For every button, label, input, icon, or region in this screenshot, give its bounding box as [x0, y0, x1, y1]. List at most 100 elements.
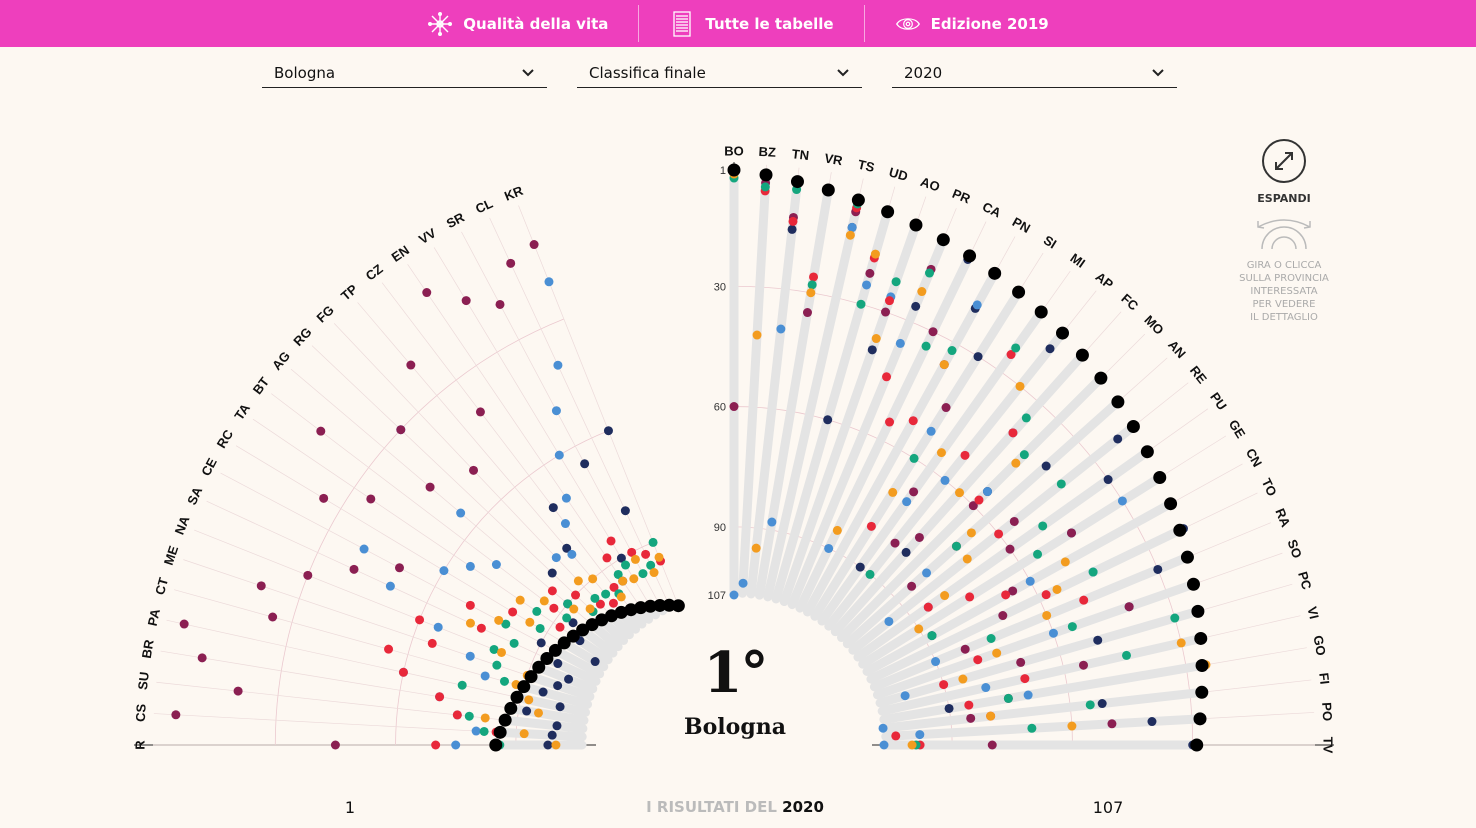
province-label-vr[interactable]: VR: [823, 150, 844, 168]
nav-item-edizione[interactable]: Edizione 2019: [865, 0, 1079, 47]
province-label-su[interactable]: SU: [135, 671, 152, 691]
province-label-rg[interactable]: RG: [290, 324, 314, 348]
province-label-ap[interactable]: AP: [1093, 269, 1117, 292]
province-label-pn[interactable]: PN: [1010, 214, 1033, 236]
rotate-hint-text: GIRA O CLICCA SULLA PROVINCIA INTERESSAT…: [1239, 260, 1329, 323]
indicator-dot: [1147, 717, 1157, 727]
province-label-kr[interactable]: KR: [502, 183, 526, 204]
province-label-si[interactable]: SI: [1041, 232, 1059, 251]
expand-icon[interactable]: [1261, 138, 1307, 184]
indicator-dot: [1001, 590, 1011, 600]
province-label-vv[interactable]: VV: [416, 225, 439, 247]
province-label-pc[interactable]: PC: [1295, 570, 1315, 592]
province-label-po[interactable]: PO: [1319, 702, 1335, 722]
nav-item-qualita[interactable]: Qualità della vita: [397, 0, 638, 47]
indicator-dot: [922, 568, 932, 578]
province-label-ud[interactable]: UD: [887, 164, 909, 184]
final-rank-dot: [1191, 604, 1205, 618]
indicator-dot: [561, 493, 571, 503]
province-label-ca[interactable]: CA: [980, 199, 1004, 221]
province-label-pr[interactable]: PR: [950, 186, 973, 207]
province-label-cz[interactable]: CZ: [363, 261, 386, 283]
province-label-mi[interactable]: MI: [1068, 250, 1088, 271]
indicator-dot: [806, 288, 816, 298]
indicator-dot: [451, 740, 461, 750]
province-label-cn[interactable]: CN: [1243, 446, 1265, 470]
indicator-dot: [939, 680, 949, 690]
province-label-ct[interactable]: CT: [152, 576, 171, 597]
indicator-dot: [776, 324, 786, 334]
province-select[interactable]: Bologna: [262, 58, 547, 88]
expand-label[interactable]: ESPANDI: [1257, 192, 1311, 205]
year-select-value: 2020: [904, 63, 943, 82]
indicator-dot: [547, 730, 557, 740]
province-label-bo[interactable]: BO: [724, 143, 744, 158]
indicator-dot: [533, 708, 543, 718]
final-rank-dot: [851, 193, 865, 207]
indicator-dot: [1079, 595, 1089, 605]
province-track: [872, 579, 1198, 700]
indicator-dot: [987, 740, 997, 750]
province-label-sa[interactable]: SA: [184, 484, 205, 507]
province-label-ts[interactable]: TS: [856, 157, 876, 175]
ranking-select[interactable]: Classifica finale: [577, 58, 862, 88]
province-label-tv[interactable]: TV: [1321, 737, 1336, 754]
indicator-dot: [974, 495, 984, 505]
province-label-cl[interactable]: CL: [473, 196, 495, 217]
indicator-dot: [529, 240, 539, 250]
indicator-dot: [1056, 479, 1066, 489]
province-label-tp[interactable]: TP: [338, 281, 361, 303]
province-label-bt[interactable]: BT: [250, 374, 272, 397]
province-label-rc[interactable]: RC: [214, 426, 237, 450]
province-label-ao[interactable]: AO: [919, 174, 942, 195]
province-label-ra[interactable]: RA: [1272, 506, 1293, 530]
indicator-dot: [908, 416, 918, 426]
province-label-na[interactable]: NA: [172, 513, 193, 537]
province-label-r[interactable]: R: [132, 740, 147, 750]
province-label-tn[interactable]: TN: [791, 146, 810, 163]
province-label-en[interactable]: EN: [389, 242, 412, 265]
indicator-dot: [439, 566, 449, 576]
province-label-to[interactable]: TO: [1259, 476, 1280, 499]
province-label-ag[interactable]: AG: [269, 348, 293, 373]
province-label-pa[interactable]: PA: [145, 607, 163, 628]
province-label-cs[interactable]: CS: [133, 703, 149, 722]
province-label-vi[interactable]: VI: [1304, 605, 1321, 620]
province-label-pu[interactable]: PU: [1207, 390, 1230, 413]
indicator-dot: [1023, 690, 1033, 700]
final-rank-dot: [1111, 395, 1125, 409]
final-rank-dot: [1094, 371, 1108, 385]
province-label-ta[interactable]: TA: [231, 400, 253, 422]
province-label-bz[interactable]: BZ: [758, 144, 776, 160]
indicator-dot: [891, 277, 901, 287]
province-label-so[interactable]: SO: [1285, 537, 1305, 560]
final-rank-dot: [988, 266, 1002, 280]
province-label-fc[interactable]: FC: [1118, 291, 1141, 314]
table-icon: [669, 10, 695, 37]
year-select[interactable]: 2020: [892, 58, 1177, 88]
province-label-me[interactable]: ME: [161, 543, 182, 567]
indicator-dot: [1008, 428, 1018, 438]
province-label-re[interactable]: RE: [1187, 363, 1210, 387]
province-label-br[interactable]: BR: [139, 638, 157, 660]
province-track: [519, 682, 593, 709]
final-rank-dot: [1075, 348, 1089, 362]
indicator-dot: [1027, 723, 1037, 733]
province-label-mo[interactable]: MO: [1141, 312, 1166, 337]
province-label-sr[interactable]: SR: [444, 209, 468, 231]
province-label-fg[interactable]: FG: [314, 302, 337, 325]
province-label-ge[interactable]: GE: [1226, 417, 1249, 441]
indicator-dot: [506, 258, 516, 268]
province-label-go[interactable]: GO: [1311, 634, 1329, 656]
indicator-dot: [1052, 584, 1062, 594]
nav-item-tabelle[interactable]: Tutte le tabelle: [639, 0, 863, 47]
province-label-an[interactable]: AN: [1165, 337, 1189, 361]
indicator-dot: [638, 569, 648, 579]
indicator-dot: [553, 659, 563, 669]
indicator-dot: [882, 372, 892, 382]
indicator-dot: [994, 529, 1004, 539]
indicator-dot: [947, 346, 957, 356]
province-label-fi[interactable]: FI: [1316, 672, 1332, 685]
province-label-ce[interactable]: CE: [198, 455, 220, 478]
